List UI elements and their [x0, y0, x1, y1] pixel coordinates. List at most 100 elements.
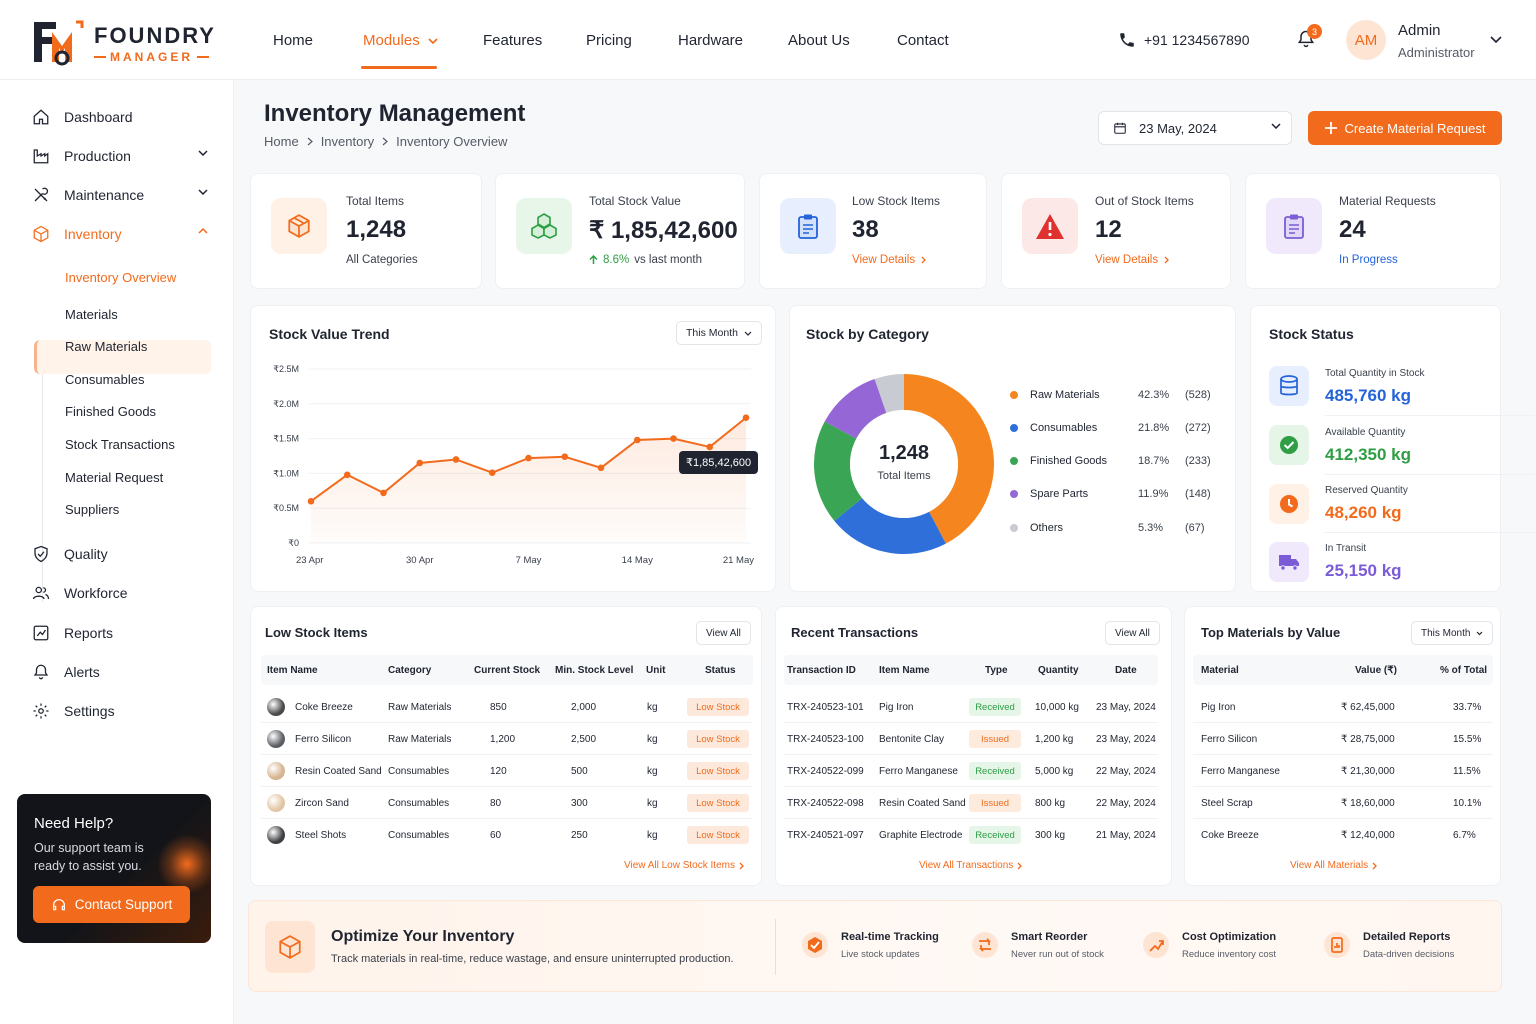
material-value: ₹ 62,45,000 — [1341, 702, 1395, 713]
status-icon-bg — [1269, 366, 1309, 406]
bell-icon — [33, 664, 49, 680]
submenu-inventory-overview[interactable]: Inventory Overview — [65, 270, 177, 285]
submenu-material-request[interactable]: Material Request — [65, 470, 164, 485]
column-header[interactable]: Item Name — [879, 665, 930, 676]
view-all-materials-link[interactable]: View All Materials — [1290, 860, 1378, 871]
sidebar-item-quality[interactable]: Quality — [32, 543, 212, 565]
transaction-id: TRX-240522-098 — [787, 798, 864, 809]
notifications-button[interactable]: 3 — [1296, 24, 1322, 50]
date-picker[interactable]: 23 May, 2024 — [1098, 111, 1292, 145]
column-header[interactable]: Unit — [646, 665, 666, 676]
status-value: 48,260 kg — [1325, 503, 1402, 522]
stock-by-category-card: Stock by Category 1,248 Total Items — [789, 305, 1236, 592]
sidebar-item-alerts[interactable]: Alerts — [32, 661, 212, 683]
kpi-low-stock[interactable]: Low Stock Items 38 View Details — [759, 173, 987, 289]
column-header[interactable]: Category — [388, 665, 432, 676]
view-all-low-stock-link[interactable]: View All Low Stock Items — [624, 860, 744, 871]
kpi-out-of-stock[interactable]: Out of Stock Items 12 View Details — [1001, 173, 1231, 289]
column-header[interactable]: Type — [985, 665, 1008, 676]
contact-support-button[interactable]: Contact Support — [33, 886, 190, 923]
legend-finished-goods: Finished Goods 18.7% (233) — [1010, 455, 1220, 467]
nav-contact[interactable]: Contact — [897, 32, 949, 49]
chevron-right-icon — [382, 137, 389, 146]
submenu-suppliers[interactable]: Suppliers — [65, 502, 120, 517]
sidebar-item-dashboard[interactable]: Dashboard — [32, 106, 212, 128]
create-material-request-button[interactable]: Create Material Request — [1308, 111, 1502, 145]
column-header[interactable]: Transaction ID — [787, 665, 856, 676]
chevron-down-icon — [198, 189, 208, 195]
column-header[interactable]: Value (₹) — [1355, 665, 1397, 676]
submenu-materials[interactable]: Materials — [65, 307, 118, 322]
material-name: Steel Scrap — [1201, 798, 1253, 809]
sidebar-item-settings[interactable]: Settings — [32, 700, 212, 722]
nav-features[interactable]: Features — [483, 32, 543, 49]
sidebar-item-label: Alerts — [64, 664, 100, 680]
sidebar-item-reports[interactable]: Reports — [32, 622, 212, 644]
submenu-finished-goods[interactable]: Finished Goods — [65, 404, 157, 419]
material-value: ₹ 28,75,000 — [1341, 734, 1395, 745]
area-fill — [311, 417, 746, 543]
reorder-icon — [972, 932, 998, 958]
nav-hardware[interactable]: Hardware — [678, 32, 744, 49]
column-header[interactable]: Min. Stock Level — [555, 665, 634, 676]
data-point — [525, 454, 532, 462]
link-label: View All Materials — [1290, 860, 1369, 871]
row-divider — [1193, 722, 1493, 723]
nav-pricing[interactable]: Pricing — [586, 32, 632, 49]
column-header[interactable]: Current Stock — [474, 665, 541, 676]
view-all-button[interactable]: View All — [1105, 621, 1160, 645]
sidebar-item-workforce[interactable]: Workforce — [32, 582, 212, 604]
breadcrumb-inventory[interactable]: Inventory — [320, 134, 375, 149]
users-icon — [32, 586, 50, 600]
phone-contact[interactable]: +91 1234567890 — [1118, 31, 1250, 49]
status-badge: Low Stock — [687, 826, 749, 844]
sidebar-item-inventory[interactable]: Inventory — [32, 223, 212, 245]
category-donut-chart — [814, 374, 994, 554]
row-divider — [1193, 786, 1493, 787]
kpi-icon-bg — [516, 198, 572, 254]
legend-label: Finished Goods — [1030, 455, 1108, 467]
column-header[interactable]: % of Total — [1440, 665, 1488, 676]
column-header[interactable]: Quantity — [1038, 665, 1079, 676]
submenu-stock-transactions[interactable]: Stock Transactions — [65, 437, 175, 452]
view-all-button[interactable]: View All — [696, 621, 751, 645]
kpi-trend: 8.6% vs last month — [589, 254, 702, 266]
chevron-down-icon — [1477, 631, 1483, 635]
sidebar-item-maintenance[interactable]: Maintenance — [32, 184, 212, 206]
view-details-link[interactable]: View Details — [852, 254, 926, 266]
column-header[interactable]: Material — [1201, 665, 1239, 676]
column-header[interactable]: Status — [705, 665, 736, 676]
chart-icon — [33, 625, 49, 641]
column-header[interactable]: Date — [1115, 665, 1137, 676]
user-role: Administrator — [1398, 45, 1475, 60]
sidebar-item-production[interactable]: Production — [32, 145, 212, 167]
data-point — [343, 471, 351, 479]
nav-active-indicator — [361, 66, 437, 69]
transaction-qty: 800 kg — [1035, 798, 1066, 809]
submenu-raw-materials[interactable]: Raw Materials — [65, 339, 148, 354]
avatar[interactable]: AM — [1346, 20, 1386, 60]
submenu-consumables[interactable]: Consumables — [65, 372, 145, 387]
kpi-total-items[interactable]: Total Items 1,248 All Categories — [250, 173, 482, 289]
chevron-right-icon — [1372, 862, 1378, 869]
kpi-total-stock-value[interactable]: Total Stock Value ₹ 1,85,42,600 8.6% vs … — [495, 173, 745, 289]
min-stock-level: 2,000 — [571, 702, 597, 713]
view-all-transactions-link[interactable]: View All Transactions — [919, 860, 1023, 871]
feature-title: Smart Reorder — [1011, 931, 1088, 943]
view-details-link[interactable]: View Details — [1095, 254, 1169, 266]
period-dropdown[interactable]: This Month — [1411, 621, 1494, 645]
kpi-material-requests[interactable]: Material Requests 24 In Progress — [1245, 173, 1501, 289]
nav-modules[interactable]: Modules — [363, 32, 438, 49]
nav-home[interactable]: Home — [273, 32, 314, 49]
status-value: 412,350 kg — [1325, 445, 1412, 464]
column-header[interactable]: Item Name — [267, 665, 318, 676]
breadcrumb-home[interactable]: Home — [264, 134, 299, 149]
type-badge: Issued — [969, 730, 1021, 748]
user-name[interactable]: Admin — [1398, 22, 1441, 39]
period-dropdown[interactable]: This Month — [676, 321, 762, 345]
nav-about-us[interactable]: About Us — [788, 32, 850, 49]
brand-logo[interactable]: FOUNDRY MANAGER — [32, 18, 222, 66]
user-menu-chevron-icon[interactable] — [1490, 36, 1502, 44]
status-badge: Low Stock — [687, 698, 749, 716]
card-title: Stock Value Trend — [269, 326, 390, 342]
